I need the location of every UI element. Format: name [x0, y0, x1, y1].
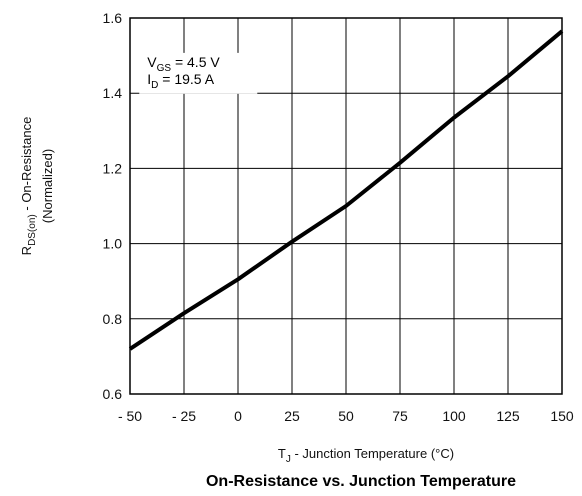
y-tick-label: 0.6 — [103, 386, 123, 402]
annotation-box-bg — [139, 52, 258, 94]
x-tick-label: 25 — [284, 408, 300, 424]
y-axis-label-line1: RDS(on) - On-Resistance — [19, 117, 38, 256]
x-tick-label: - 25 — [172, 408, 196, 424]
y-tick-label: 1.0 — [103, 236, 123, 252]
series-line — [128, 29, 564, 351]
annotation-vgs: VGS = 4.5 V — [147, 54, 220, 74]
x-tick-label: 150 — [550, 408, 574, 424]
x-tick-label: - 50 — [118, 408, 142, 424]
y-axis-label-line2: (Normalized) — [40, 149, 55, 223]
x-tick-label: 100 — [442, 408, 466, 424]
x-tick-label: 75 — [392, 408, 408, 424]
y-tick-label: 0.8 — [103, 311, 123, 327]
y-axis-label: RDS(on) - On-Resistance (Normalized) — [19, 117, 55, 256]
annotation-id: ID = 19.5 A — [147, 71, 214, 91]
y-tick-label: 1.2 — [103, 160, 123, 176]
y-tick-label: 1.6 — [103, 10, 123, 26]
x-tick-label: 50 — [338, 408, 354, 424]
tick-labels: - 50 - 25 0 25 50 75 100 125 150 0.6 0.8 1.0 1.2 1.4 1… — [103, 10, 574, 424]
plot-frame — [129, 17, 563, 395]
x-tick-label: 125 — [496, 408, 520, 424]
chart-title: On-Resistance vs. Junction Temperature — [206, 473, 516, 490]
x-tick-label: 0 — [234, 408, 242, 424]
x-axis-label: TJ - Junction Temperature (°C) — [278, 446, 454, 465]
y-tick-label: 1.4 — [103, 85, 123, 101]
